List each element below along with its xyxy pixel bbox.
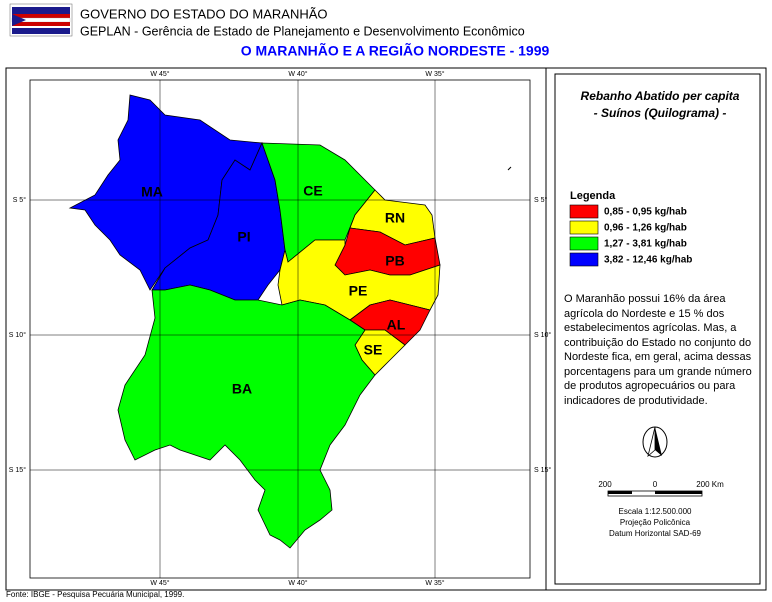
legend: 0,85 - 0,95 kg/hab 0,96 - 1,26 kg/hab 1,27… xyxy=(569,204,692,267)
panel-title: Rebanho Abatido per capita xyxy=(581,89,740,103)
parallel-label: S 15° xyxy=(9,466,26,474)
parallel-label: S 10° xyxy=(9,331,26,339)
state-label: CE xyxy=(303,183,322,199)
header-line1: GOVERNO DO ESTADO DO MARANHÃO xyxy=(80,6,328,21)
header-line2: GEPLAN - Gerência de Estado de Planejame… xyxy=(80,24,525,38)
legend-title: Legenda xyxy=(570,190,616,202)
legend-swatch xyxy=(569,236,599,251)
state-label: PB xyxy=(385,253,404,269)
parallel-label: S 15° xyxy=(534,466,551,474)
scale-label: 200 xyxy=(598,480,612,489)
island xyxy=(507,166,512,171)
scale-bar xyxy=(607,490,703,497)
parallel-label: S 5° xyxy=(13,196,27,204)
states xyxy=(68,94,441,549)
map-frame xyxy=(5,67,547,591)
panel-subtitle: - Suínos (Quilograma) - xyxy=(594,106,727,120)
state-label: PE xyxy=(349,283,368,299)
state-pe xyxy=(277,239,441,321)
logo xyxy=(9,3,73,37)
legend-label: 1,27 - 3,81 kg/hab xyxy=(604,239,687,250)
meridian-label: W 40° xyxy=(288,579,307,587)
state-label: MA xyxy=(141,184,163,200)
note: O Maranhão possui 16% da área agrícola d… xyxy=(564,293,752,407)
meridian-label: W 40° xyxy=(288,70,307,78)
footer-source: Fonte: IBGE - Pesquisa Pecuária Municipa… xyxy=(6,590,184,599)
legend-label: 0,96 - 1,26 kg/hab xyxy=(604,223,687,234)
state-label: SE xyxy=(364,342,383,358)
map-area xyxy=(29,79,531,579)
projection: Projeção Policônica xyxy=(620,518,691,527)
meridian-label: W 45° xyxy=(150,579,169,587)
legend-label: 0,85 - 0,95 kg/hab xyxy=(604,207,687,218)
meridian-label: W 35° xyxy=(425,579,444,587)
meridian-label: W 45° xyxy=(150,70,169,78)
state-ba xyxy=(117,284,376,549)
datum: Datum Horizontal SAD-69 xyxy=(609,529,702,538)
state-label: RN xyxy=(385,210,405,226)
state-label: PI xyxy=(237,229,250,245)
meridian-label: W 35° xyxy=(425,70,444,78)
scale-label: 0 xyxy=(653,480,658,489)
map-title: O MARANHÃO E A REGIÃO NORDESTE - 1999 xyxy=(241,42,550,59)
state-ma xyxy=(68,94,263,291)
scale-label: 200 Km xyxy=(696,480,724,489)
legend-label: 3,82 - 12,46 kg/hab xyxy=(604,255,692,266)
parallel-label: S 5° xyxy=(534,196,548,204)
state-label: AL xyxy=(387,317,406,333)
legend-swatch xyxy=(569,252,599,267)
legend-swatch xyxy=(569,204,599,219)
panel-frame xyxy=(554,73,761,585)
state-label: BA xyxy=(232,381,252,397)
legend-swatch xyxy=(569,220,599,235)
north-arrow xyxy=(642,426,668,458)
graticule: W 45° W 45° W 40° W 40° W 35° W 35° S 5° S 5° S … xyxy=(9,70,552,587)
parallel-label: S 10° xyxy=(534,331,551,339)
scale-text: Escala 1:12.500.000 xyxy=(619,507,692,516)
